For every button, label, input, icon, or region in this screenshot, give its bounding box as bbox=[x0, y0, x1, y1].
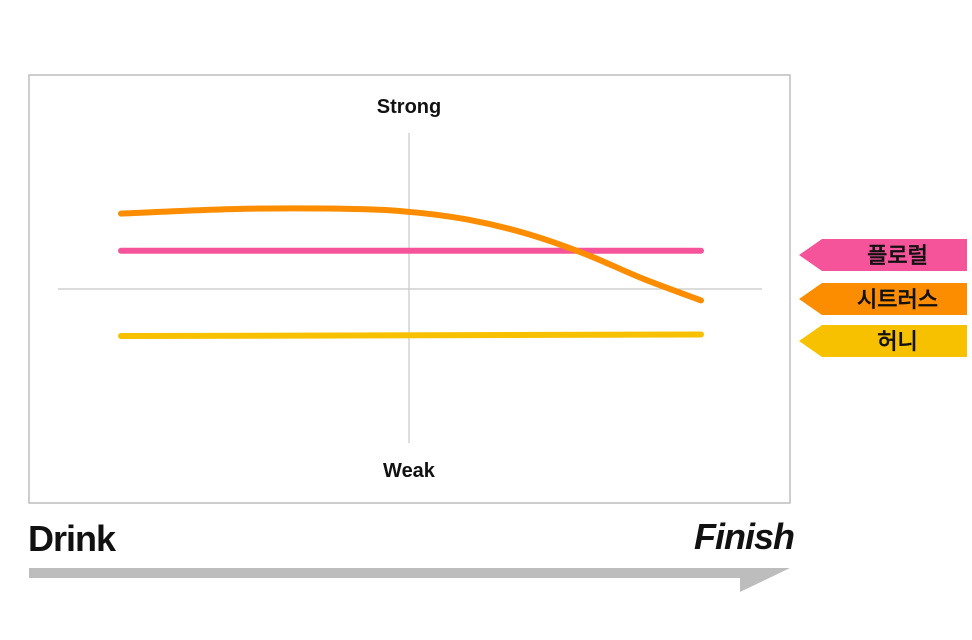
progress-arrow bbox=[29, 568, 790, 592]
legend-label-3: 허니 bbox=[877, 330, 917, 355]
axis-label-strong: Strong bbox=[377, 96, 441, 118]
legend-tag-1 bbox=[799, 239, 967, 271]
axis-label-weak: Weak bbox=[383, 460, 436, 482]
legend-label-1: 플로럴 bbox=[867, 244, 928, 269]
series-line-2 bbox=[118, 205, 704, 304]
series-group bbox=[118, 205, 704, 340]
legend-label-2: 시트러스 bbox=[857, 288, 938, 313]
drink-label: Drink bbox=[28, 518, 117, 559]
legend-tag-3 bbox=[799, 325, 967, 357]
series-line-3 bbox=[118, 331, 704, 340]
finish-label: Finish bbox=[694, 516, 794, 557]
legend-tag-2 bbox=[799, 283, 967, 315]
